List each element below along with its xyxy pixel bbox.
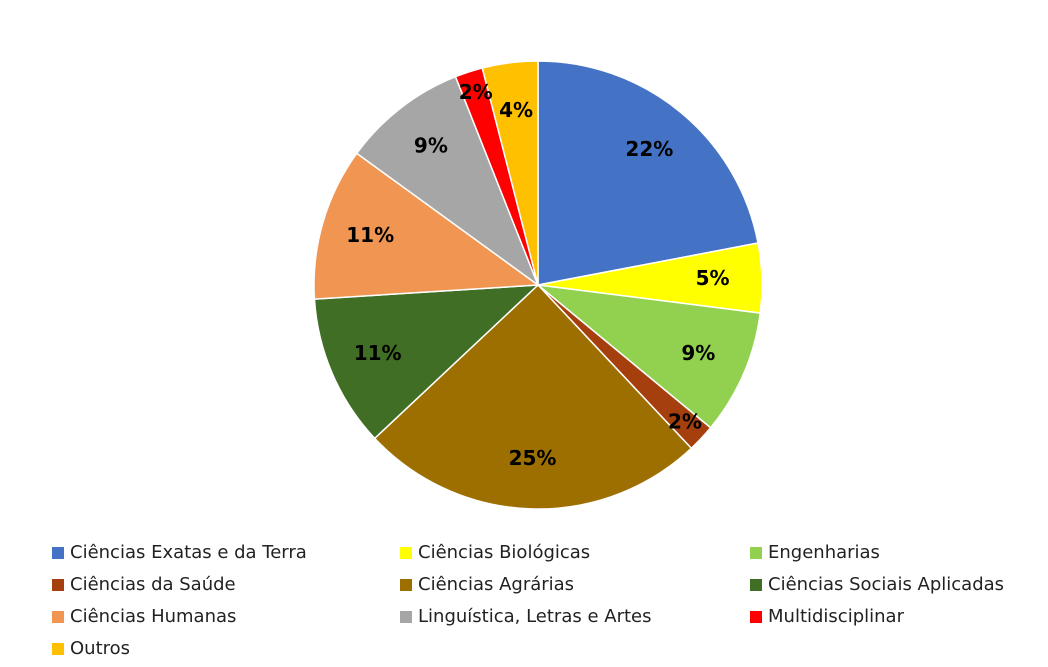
legend-label: Engenharias [768, 542, 880, 563]
legend-label: Ciências Exatas e da Terra [70, 542, 307, 563]
data-label: 11% [354, 341, 402, 365]
legend-swatch [52, 579, 64, 591]
legend-label: Multidisciplinar [768, 606, 905, 627]
pie-slice [481, 60, 539, 286]
legend-label: Ciências Biológicas [418, 542, 590, 563]
pie-slice [355, 75, 540, 288]
pie-slice [373, 283, 693, 510]
data-label: 25% [509, 446, 557, 470]
legend-label: Ciências da Saúde [70, 574, 236, 595]
data-label: 9% [414, 133, 448, 157]
legend-swatch [52, 547, 64, 559]
legend-swatch [400, 611, 412, 623]
legend-label: Ciências Sociais Aplicadas [768, 574, 1004, 595]
legend-swatch [400, 547, 412, 559]
data-label: 22% [625, 137, 673, 161]
legend-swatch [52, 643, 64, 655]
legend-swatch [52, 611, 64, 623]
legend-label: Linguística, Letras e Artes [418, 606, 651, 627]
data-label: 5% [696, 266, 730, 290]
pie-slice [313, 284, 541, 440]
legend-label: Outros [70, 638, 130, 659]
data-label: 9% [681, 341, 715, 365]
data-label: 2% [668, 410, 702, 434]
pie-slice [535, 283, 762, 429]
legend-swatch [750, 611, 762, 623]
data-label: 11% [346, 223, 394, 247]
data-label: 4% [499, 98, 533, 122]
legend-label: Ciências Agrárias [418, 574, 574, 595]
pie-slice [313, 152, 541, 300]
legend-swatch [400, 579, 412, 591]
legend-swatch [750, 579, 762, 591]
legend-swatch [750, 547, 762, 559]
legend-label: Ciências Humanas [70, 606, 236, 627]
data-label: 2% [459, 80, 493, 104]
pie-slice [537, 60, 759, 286]
